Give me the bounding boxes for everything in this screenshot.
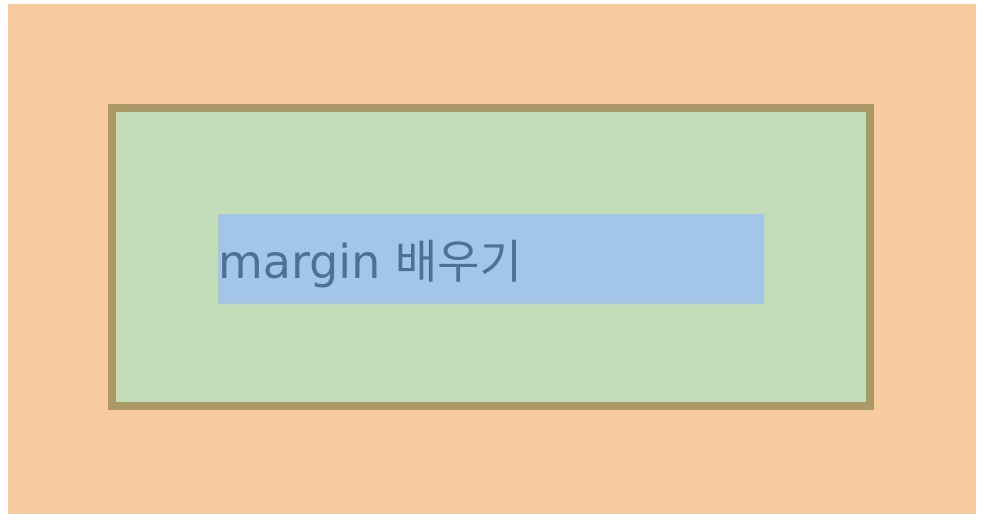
content-box: margin 배우기 [218, 214, 764, 304]
content-text: margin 배우기 [218, 235, 522, 289]
margin-area: margin 배우기 [8, 4, 976, 514]
bordered-padding-box: margin 배우기 [108, 104, 874, 410]
